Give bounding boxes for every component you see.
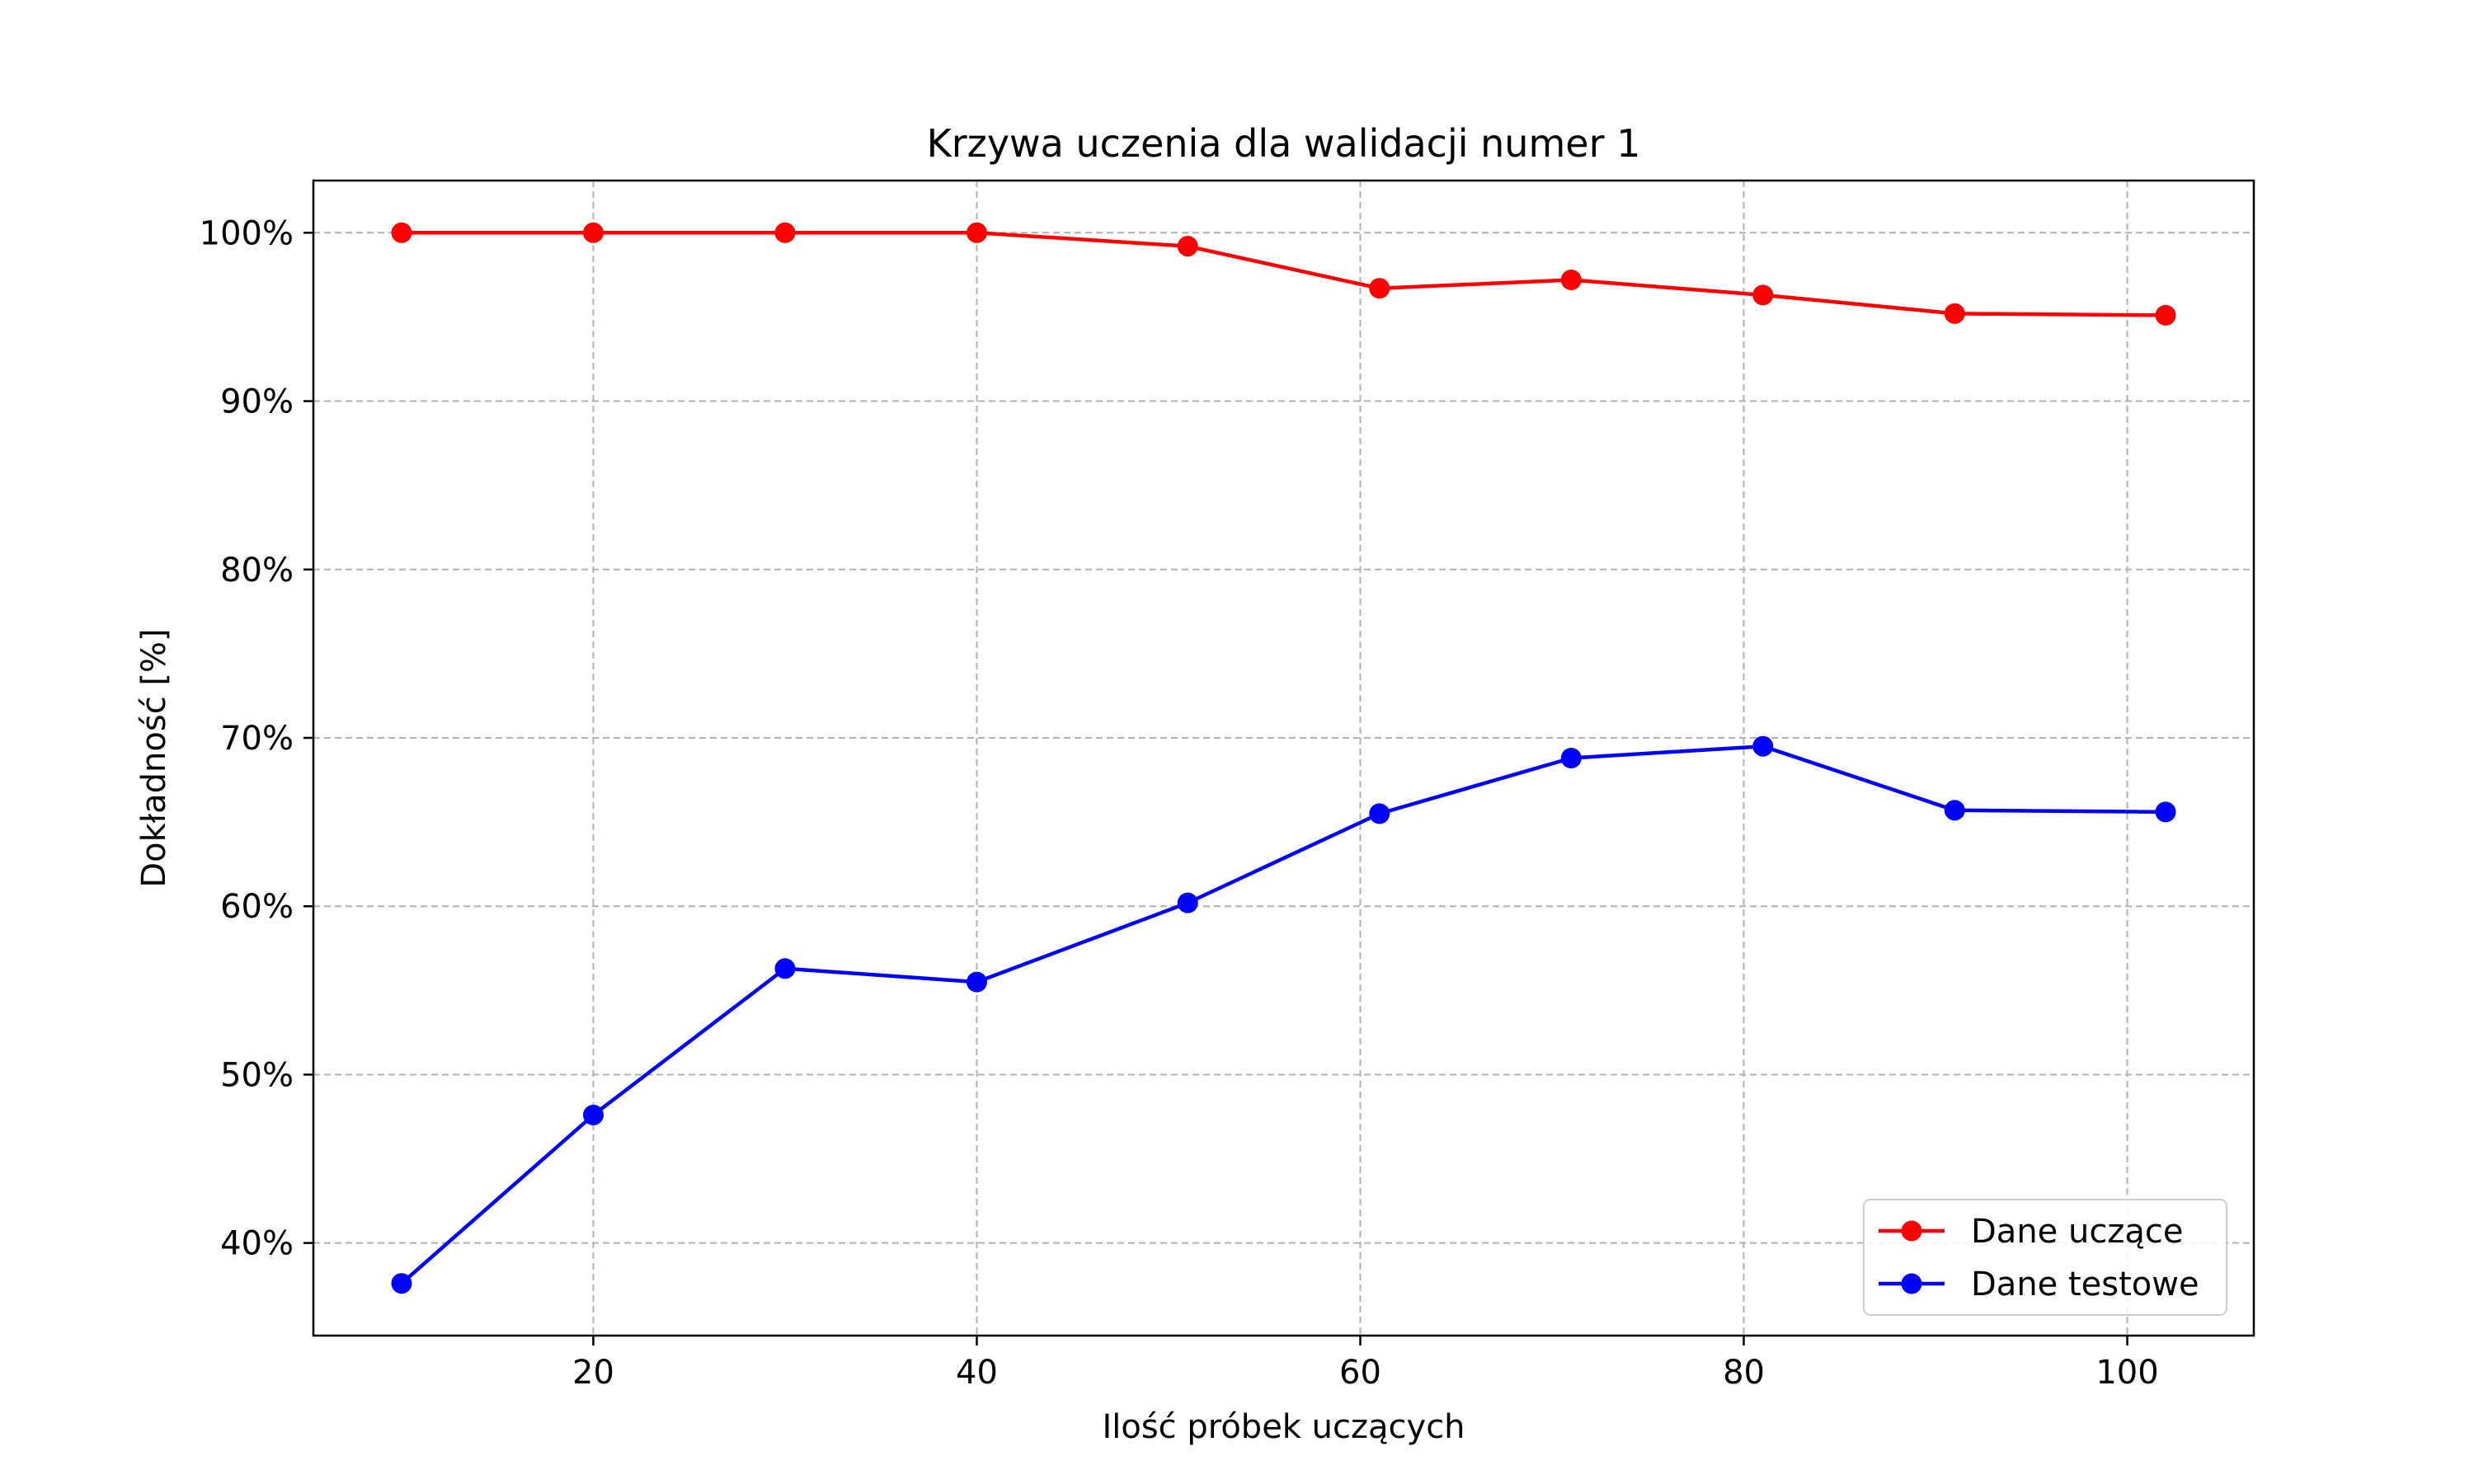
legend-marker xyxy=(1901,1220,1922,1242)
y-tick-label: 100% xyxy=(200,214,294,252)
series-1 xyxy=(391,222,2176,326)
legend-item: Dane testowe xyxy=(1879,1266,2199,1303)
x-tick-label: 20 xyxy=(572,1354,614,1392)
series-line xyxy=(400,744,2166,1285)
data-point xyxy=(1944,303,1965,324)
data-point xyxy=(1560,269,1582,290)
series-2 xyxy=(391,735,2176,1294)
data-point xyxy=(1752,284,1774,306)
data-point xyxy=(966,971,987,993)
data-point xyxy=(582,1104,604,1125)
y-tick-label: 60% xyxy=(220,888,294,926)
plot-area-frame xyxy=(312,179,2255,1337)
data-point xyxy=(2155,304,2176,326)
y-tick-label: 80% xyxy=(220,552,294,589)
series-layer xyxy=(391,222,2176,1294)
x-tick-label: 40 xyxy=(956,1354,998,1392)
legend-label: Dane uczące xyxy=(1971,1213,2183,1251)
x-tick-label: 80 xyxy=(1723,1354,1765,1392)
y-tick-label: 70% xyxy=(220,720,294,758)
axis-ticks: 20 40 60 80 100 40% 50% 60% 70% 80% 90% 100% xyxy=(200,214,2159,1392)
data-point xyxy=(1177,236,1198,257)
data-point xyxy=(1944,800,1965,821)
data-point xyxy=(391,222,412,243)
data-point xyxy=(1369,278,1390,299)
x-tick-label: 100 xyxy=(2095,1354,2158,1392)
data-point xyxy=(1560,748,1582,768)
legend: Dane uczące Dane testowe xyxy=(1863,1199,2227,1316)
data-point xyxy=(2155,801,2176,823)
data-point xyxy=(582,222,604,243)
y-tick-label: 40% xyxy=(220,1225,294,1263)
x-tick-label: 60 xyxy=(1339,1354,1381,1392)
data-point xyxy=(774,222,796,243)
x-axis-label: Ilość próbek uczących xyxy=(1102,1408,1465,1446)
legend-marker xyxy=(1901,1273,1922,1294)
data-point xyxy=(774,958,796,979)
data-point xyxy=(1369,803,1390,824)
y-axis-label: Dokładność [%] xyxy=(135,628,173,887)
legend-item: Dane uczące xyxy=(1879,1213,2183,1251)
grid-lines xyxy=(313,181,2254,1336)
data-point xyxy=(391,1273,412,1294)
series-line xyxy=(401,231,2166,317)
data-point xyxy=(1752,735,1774,757)
data-point xyxy=(1177,892,1198,913)
legend-box xyxy=(1863,1199,2227,1316)
chart-title: Krzywa uczenia dla walidacji numer 1 xyxy=(927,121,1641,166)
data-point xyxy=(966,222,987,243)
y-tick-label: 50% xyxy=(220,1056,294,1094)
y-tick-label: 90% xyxy=(220,383,294,421)
legend-label: Dane testowe xyxy=(1971,1266,2199,1303)
